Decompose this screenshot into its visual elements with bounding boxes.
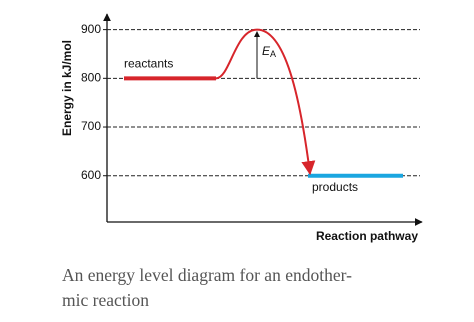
y-tick-label: 900	[81, 22, 101, 36]
reaction-curve	[215, 28, 316, 176]
y-tick-label: 700	[81, 119, 101, 133]
y-tick-label: 800	[81, 70, 101, 84]
annotation-subscript: A	[270, 49, 276, 59]
chart: Energy in kJ/mol Reaction pathway 600 700…	[60, 13, 423, 243]
caption-line: mic reaction	[62, 290, 149, 310]
annotation: EA	[262, 44, 276, 59]
y-axis-label: Energy in kJ/mol	[60, 40, 74, 136]
annotation-text: E	[262, 44, 271, 58]
level-label: reactants	[124, 56, 173, 70]
caption: An energy level diagram for an endother-…	[62, 263, 352, 313]
y-tick-label: 600	[81, 168, 101, 182]
level-label: products	[312, 180, 358, 194]
caption-line: An energy level diagram for an endother-	[62, 265, 352, 285]
x-axis-label: Reaction pathway	[316, 229, 418, 243]
